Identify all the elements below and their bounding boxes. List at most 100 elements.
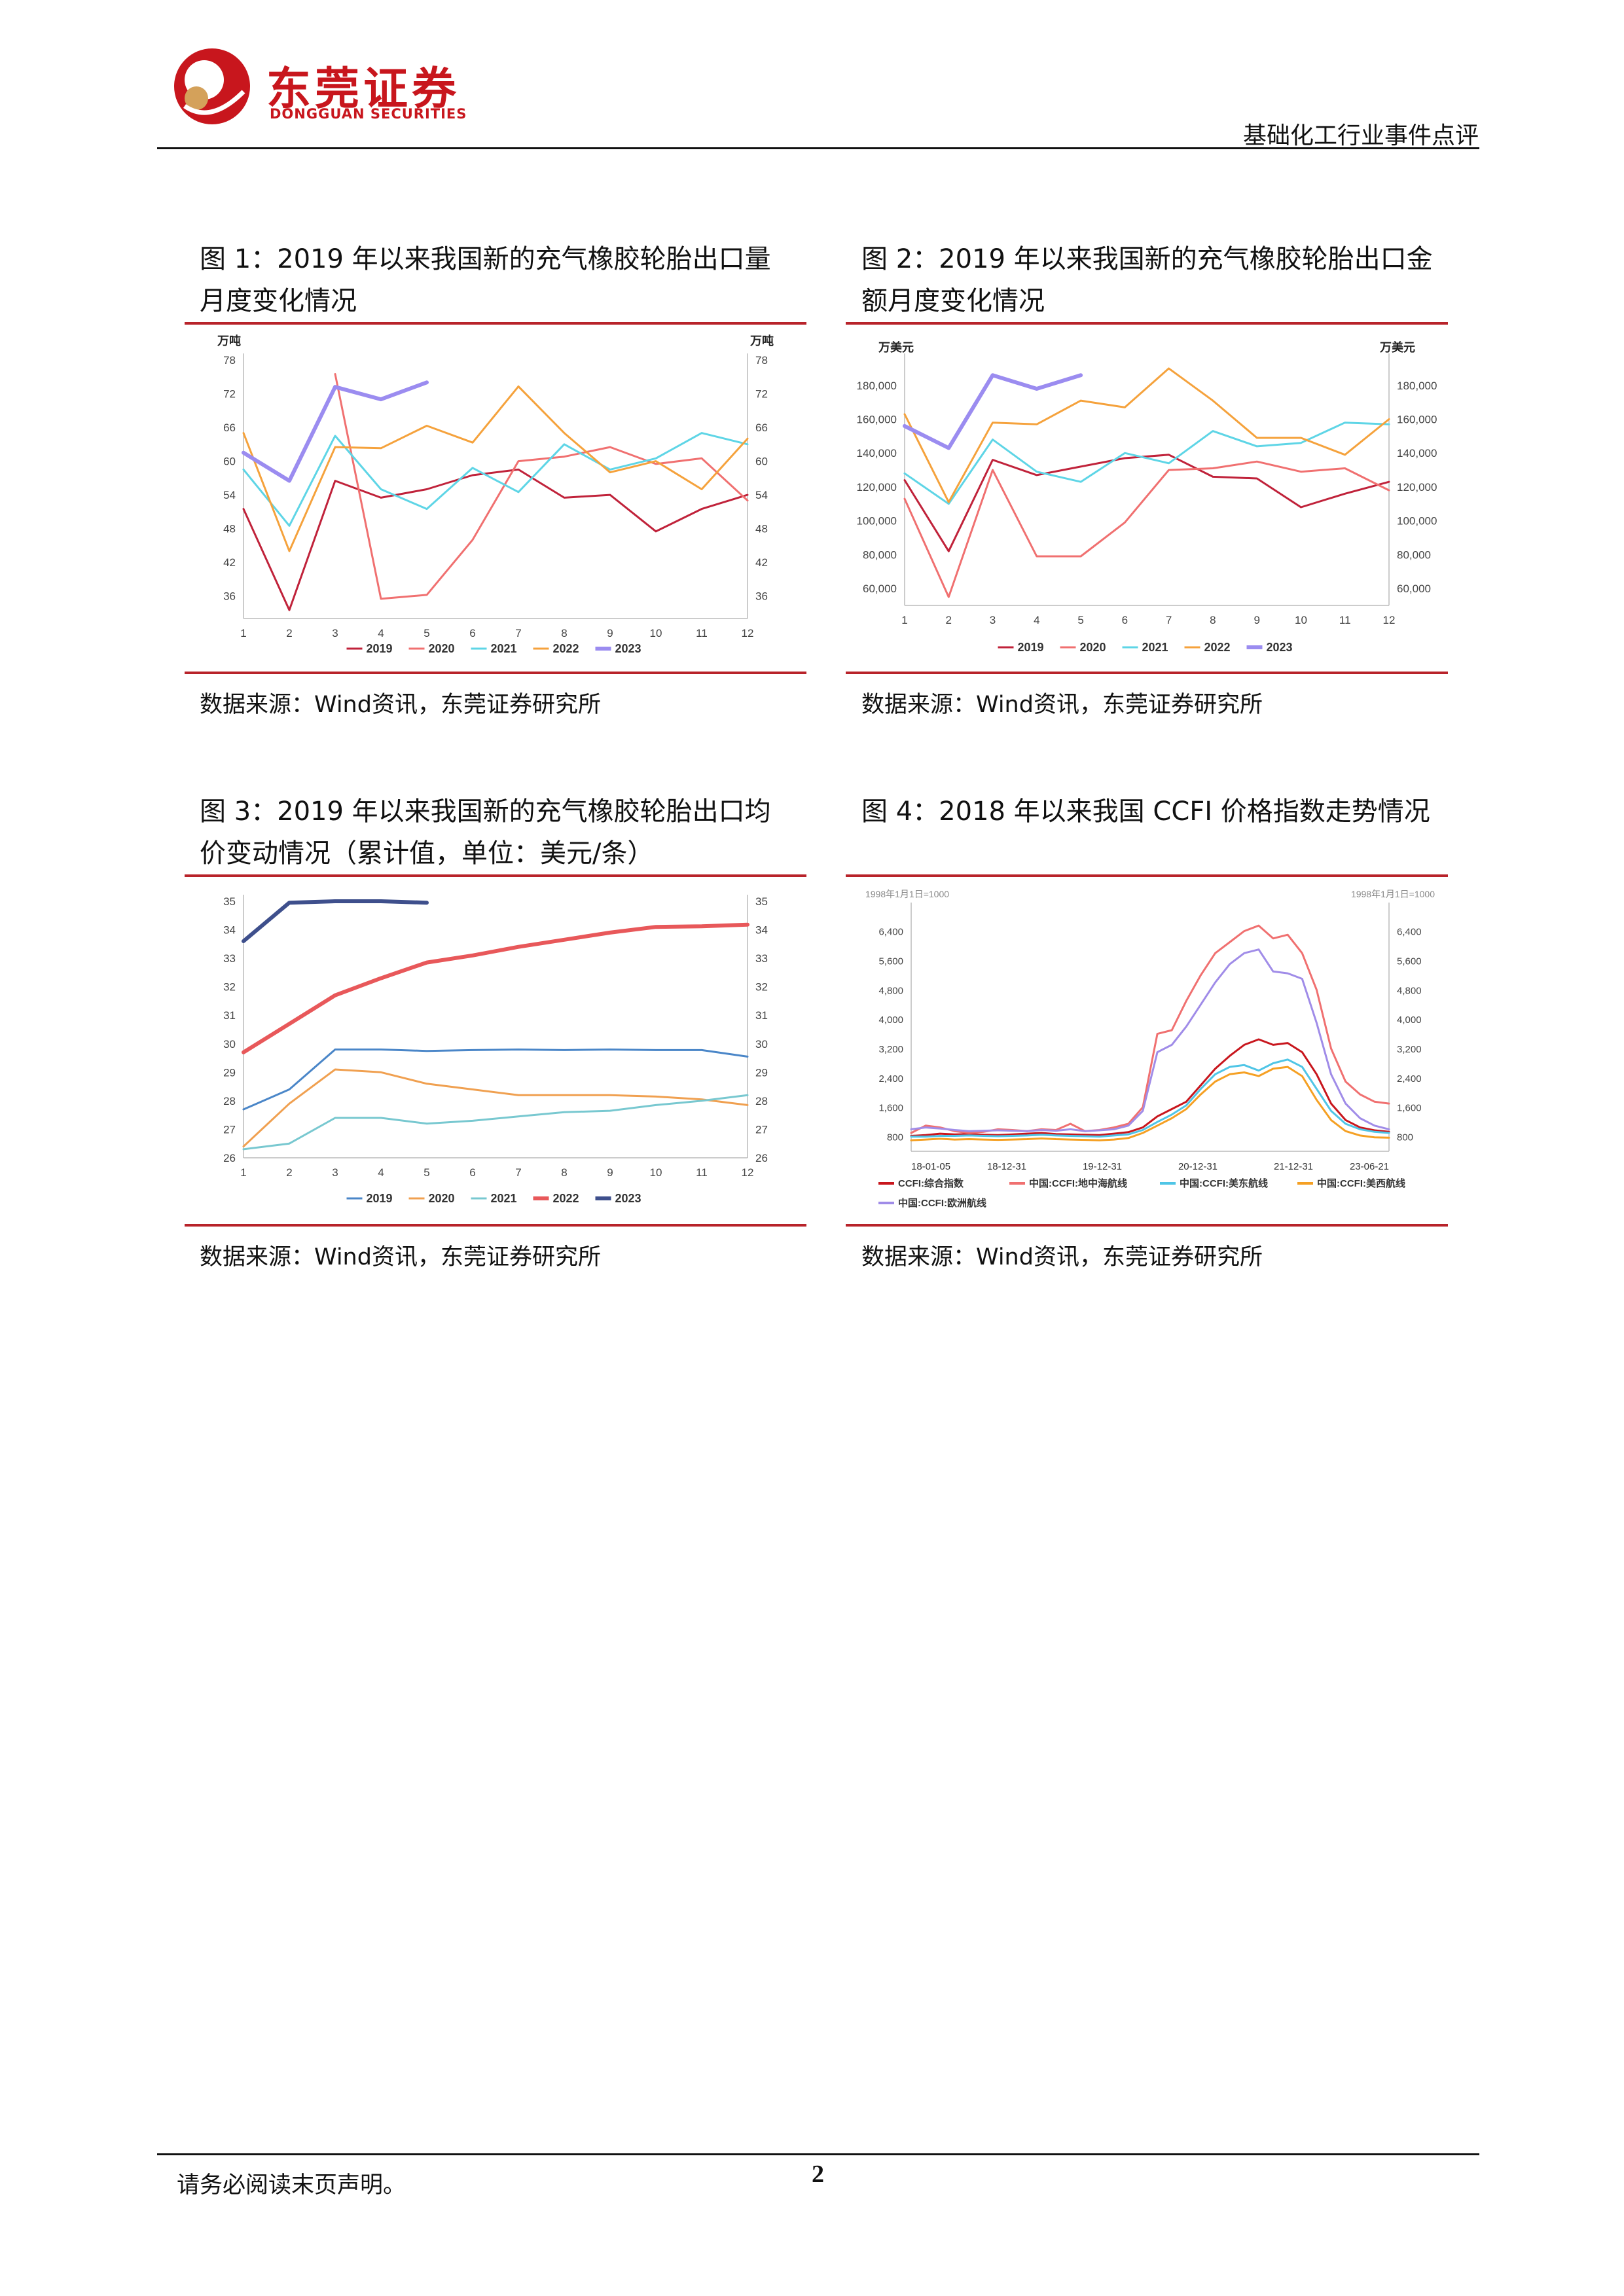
x-tick-label: 1 — [240, 1166, 246, 1179]
y-tick-label-left: 26 — [223, 1152, 236, 1164]
x-tick-label: 1 — [901, 614, 907, 626]
logo-cn: 东莞证券 — [266, 63, 461, 115]
figure-4-source: 数据来源：Wind资讯，东莞证券研究所 — [861, 1244, 1263, 1270]
y-tick-label-right: 34 — [755, 924, 768, 937]
y-tick-label-left: 3,200 — [878, 1044, 903, 1055]
series-line-2022 — [903, 367, 1390, 503]
y-tick-label-left: 160,000 — [857, 414, 897, 426]
x-tick-label: 1 — [240, 627, 246, 639]
legend-label: 2020 — [429, 642, 455, 655]
series-line-2019 — [903, 454, 1390, 552]
y-tick-label-left: 140,000 — [857, 447, 897, 459]
x-tick-label: 10 — [650, 627, 662, 639]
x-tick-label: 12 — [742, 1166, 754, 1179]
x-tick-label: 2 — [946, 614, 952, 626]
unit-label-left: 1998年1月1日=1000 — [865, 889, 949, 899]
x-tick-label: 11 — [696, 1166, 708, 1179]
x-tick-label: 19-12-31 — [1083, 1161, 1122, 1172]
y-tick-label-left: 29 — [223, 1066, 236, 1079]
x-tick-label: 2 — [286, 627, 292, 639]
figure-2-caption: 图 2：2019 年以来我国新的充气橡胶轮胎出口金额月度变化情况 — [861, 244, 1433, 316]
legend-label: 2023 — [1267, 641, 1293, 654]
y-tick-label-right: 30 — [755, 1038, 768, 1050]
legend-label: 2021 — [1142, 641, 1168, 654]
x-tick-label: 11 — [696, 627, 708, 639]
y-tick-label-right: 26 — [755, 1152, 768, 1164]
y-tick-label-right: 5,600 — [1397, 956, 1422, 967]
y-tick-label-right: 6,400 — [1397, 927, 1422, 938]
x-tick-label: 8 — [561, 1166, 567, 1179]
y-tick-label-right: 120,000 — [1397, 481, 1437, 493]
series-line-2020 — [242, 1068, 749, 1148]
y-tick-label-right: 48 — [755, 523, 768, 535]
figure-2-top-rule — [846, 322, 1448, 325]
y-tick-label-left: 31 — [223, 1009, 236, 1022]
legend-label: 2019 — [367, 642, 393, 655]
series-line-2021 — [242, 1094, 749, 1151]
figure-4-bottom-rule — [846, 1224, 1448, 1227]
x-tick-label: 18-12-31 — [987, 1161, 1026, 1172]
y-tick-label-right: 66 — [755, 422, 768, 434]
y-tick-label-right: 32 — [755, 981, 768, 994]
y-tick-label-left: 6,400 — [878, 927, 903, 938]
y-tick-label-right: 4,800 — [1397, 985, 1422, 996]
x-tick-label: 20-12-31 — [1178, 1161, 1218, 1172]
x-tick-label: 3 — [332, 627, 338, 639]
unit-label-left: 万吨 — [217, 334, 241, 348]
x-tick-label: 23-06-21 — [1350, 1161, 1389, 1172]
y-tick-label-left: 4,000 — [878, 1014, 903, 1026]
legend-label: 2022 — [553, 642, 579, 655]
y-tick-label-right: 60,000 — [1397, 583, 1431, 595]
series-line-2020 — [903, 460, 1390, 598]
y-tick-label-left: 800 — [887, 1132, 903, 1143]
legend-label: 2020 — [429, 1192, 455, 1205]
series-line-2023 — [242, 380, 429, 483]
y-tick-label-left: 78 — [223, 354, 236, 367]
y-tick-label-left: 28 — [223, 1095, 236, 1107]
legend-label: 中国:CCFI:美东航线 — [1180, 1177, 1268, 1189]
unit-label-right: 1998年1月1日=1000 — [1351, 889, 1435, 899]
page-number: 2 — [812, 2161, 824, 2188]
y-tick-label-right: 60 — [755, 456, 768, 468]
legend-label: 2020 — [1080, 641, 1106, 654]
y-tick-label-right: 36 — [755, 590, 768, 603]
y-tick-label-left: 35 — [223, 895, 236, 908]
x-tick-label: 9 — [607, 1166, 613, 1179]
y-tick-label-left: 36 — [223, 590, 236, 603]
x-tick-label: 9 — [607, 627, 613, 639]
y-tick-label-right: 78 — [755, 354, 768, 367]
unit-label-right: 万吨 — [749, 334, 774, 348]
legend-label: 2022 — [1204, 641, 1231, 654]
x-tick-label: 10 — [1295, 614, 1307, 626]
series-line-2023 — [242, 899, 429, 943]
y-tick-label-right: 140,000 — [1397, 447, 1437, 459]
y-tick-label-right: 180,000 — [1397, 380, 1437, 392]
figure-3-bottom-rule — [185, 1224, 806, 1227]
y-tick-label-left: 48 — [223, 523, 236, 535]
logo-en: DONGGUAN SECURITIES — [270, 106, 467, 122]
y-tick-label-right: 80,000 — [1397, 548, 1431, 561]
series-line-CCFI:综合指数 — [910, 1038, 1390, 1137]
x-tick-label: 5 — [1077, 614, 1083, 626]
series-line-2021 — [903, 422, 1390, 505]
y-tick-label-right: 160,000 — [1397, 414, 1437, 426]
y-tick-label-right: 72 — [755, 388, 768, 401]
y-tick-label-right: 100,000 — [1397, 515, 1437, 528]
series-line-2022 — [242, 385, 749, 552]
x-tick-label: 4 — [378, 627, 384, 639]
x-tick-label: 9 — [1254, 614, 1259, 626]
y-tick-label-right: 2,400 — [1397, 1073, 1422, 1085]
y-tick-label-left: 27 — [223, 1123, 236, 1136]
x-tick-label: 6 — [1122, 614, 1128, 626]
y-tick-label-right: 3,200 — [1397, 1044, 1422, 1055]
y-tick-label-left: 4,800 — [878, 985, 903, 996]
legend-label: 中国:CCFI:欧洲航线 — [898, 1197, 986, 1209]
figure-3-caption: 图 3：2019 年以来我国新的充气橡胶轮胎出口均价变动情况（累计值，单位：美元… — [200, 797, 771, 869]
series-line-中国:CCFI:美东航线 — [910, 1058, 1390, 1138]
y-tick-label-right: 1,600 — [1397, 1103, 1422, 1114]
x-tick-label: 5 — [424, 627, 429, 639]
y-tick-label-left: 180,000 — [857, 380, 897, 392]
legend-label: 中国:CCFI:地中海航线 — [1029, 1177, 1127, 1189]
header-rule — [157, 147, 1479, 149]
